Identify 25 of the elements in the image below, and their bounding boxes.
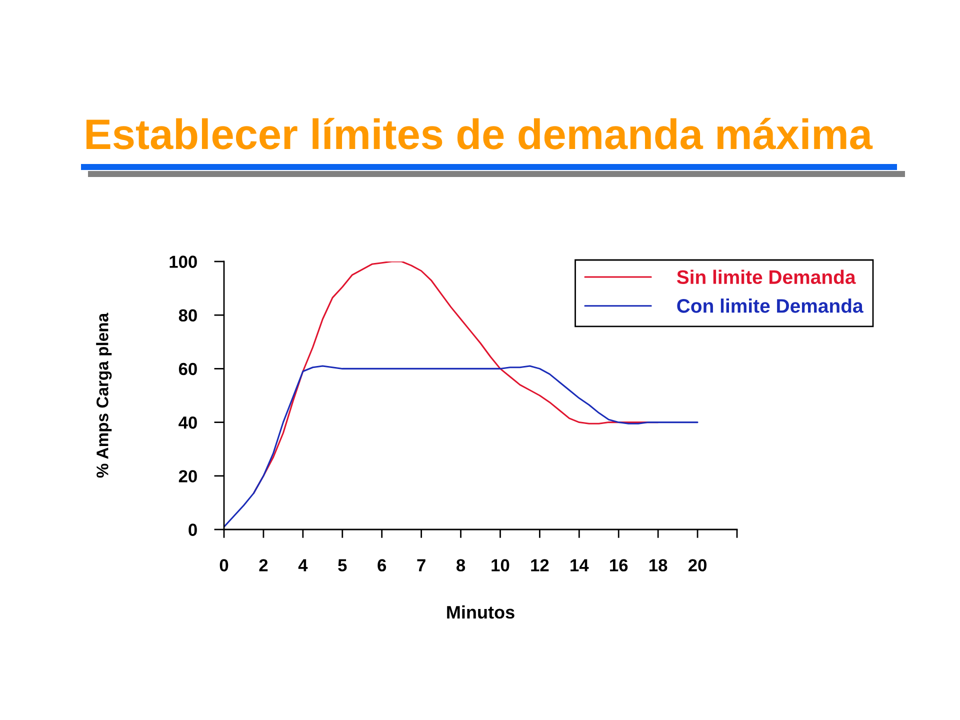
x-tick-label: 2 — [259, 559, 268, 572]
x-tick-label: 8 — [456, 559, 466, 572]
y-tick-label: 100 — [170, 256, 197, 268]
y-tick-label: 20 — [178, 470, 197, 482]
x-tick-label: 6 — [378, 559, 386, 572]
y-tick-label: 60 — [178, 362, 197, 376]
x-tick-label: 7 — [417, 559, 426, 572]
x-tick-label: 12 — [531, 559, 549, 572]
line-series — [224, 365, 698, 528]
x-tick-label: 4 — [298, 559, 308, 572]
y-axis-title: % Amps Carga plena — [96, 312, 112, 478]
x-tick-label: 18 — [650, 559, 668, 572]
chart-title: Establecer límites de demanda máxima — [86, 118, 873, 150]
y-tick-label: 0 — [188, 524, 197, 536]
legend-label: Sin limite Demanda — [676, 270, 856, 284]
x-axis-title: Minutos — [447, 605, 514, 619]
x-tick-label: 20 — [688, 559, 706, 572]
x-tick-label: 16 — [610, 559, 628, 572]
y-tick-label: 80 — [178, 309, 197, 322]
x-tick-label: 0 — [220, 559, 228, 572]
x-tick-label: 5 — [338, 559, 347, 572]
x-tick-label: 14 — [570, 559, 589, 572]
x-tick-label: 10 — [492, 559, 510, 572]
y-tick-label: 40 — [178, 416, 197, 429]
legend-label: Con limite Demanda — [677, 298, 864, 313]
